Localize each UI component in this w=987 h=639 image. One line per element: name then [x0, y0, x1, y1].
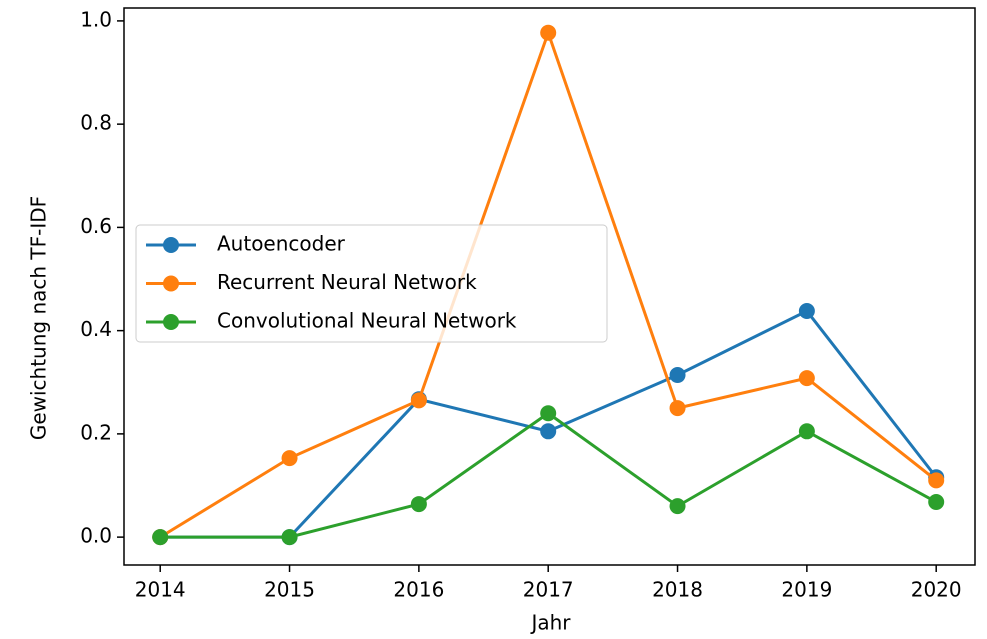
legend-marker	[163, 314, 179, 330]
point	[669, 400, 686, 417]
x-tick-label: 2019	[781, 578, 832, 602]
point	[669, 498, 686, 515]
legend-label: Convolutional Neural Network	[217, 309, 517, 333]
point	[281, 450, 298, 467]
x-tick-label: 2017	[523, 578, 574, 602]
x-tick-label: 2015	[264, 578, 315, 602]
y-axis-label: Gewichtung nach TF-IDF	[27, 196, 51, 440]
point	[410, 496, 427, 513]
point	[798, 423, 815, 440]
point	[410, 392, 427, 409]
x-tick-label: 2020	[911, 578, 962, 602]
y-tick-label: 0.0	[80, 524, 112, 548]
legend-label: Recurrent Neural Network	[217, 270, 477, 294]
point	[281, 529, 298, 546]
legend-label: Autoencoder	[217, 232, 346, 256]
point	[540, 405, 557, 422]
y-tick-label: 0.6	[80, 214, 112, 238]
plot-frame	[123, 7, 976, 566]
legend-marker	[163, 275, 179, 292]
x-tick-label: 2014	[135, 578, 186, 602]
point	[928, 494, 945, 511]
point	[669, 367, 686, 384]
point	[798, 303, 815, 320]
y-tick-label: 0.4	[80, 317, 112, 341]
x-tick-label: 2018	[652, 578, 703, 602]
x-axis-label: Jahr	[529, 611, 571, 635]
legend-marker	[163, 237, 179, 253]
point	[540, 24, 557, 41]
y-tick-label: 1.0	[80, 7, 112, 31]
y-tick-label: 0.8	[80, 111, 112, 135]
point	[152, 529, 169, 546]
y-tick-label: 0.2	[80, 420, 112, 444]
point	[928, 472, 945, 489]
legend-box	[135, 224, 608, 343]
point	[540, 423, 557, 440]
x-tick-label: 2016	[393, 578, 444, 602]
point	[798, 370, 815, 387]
